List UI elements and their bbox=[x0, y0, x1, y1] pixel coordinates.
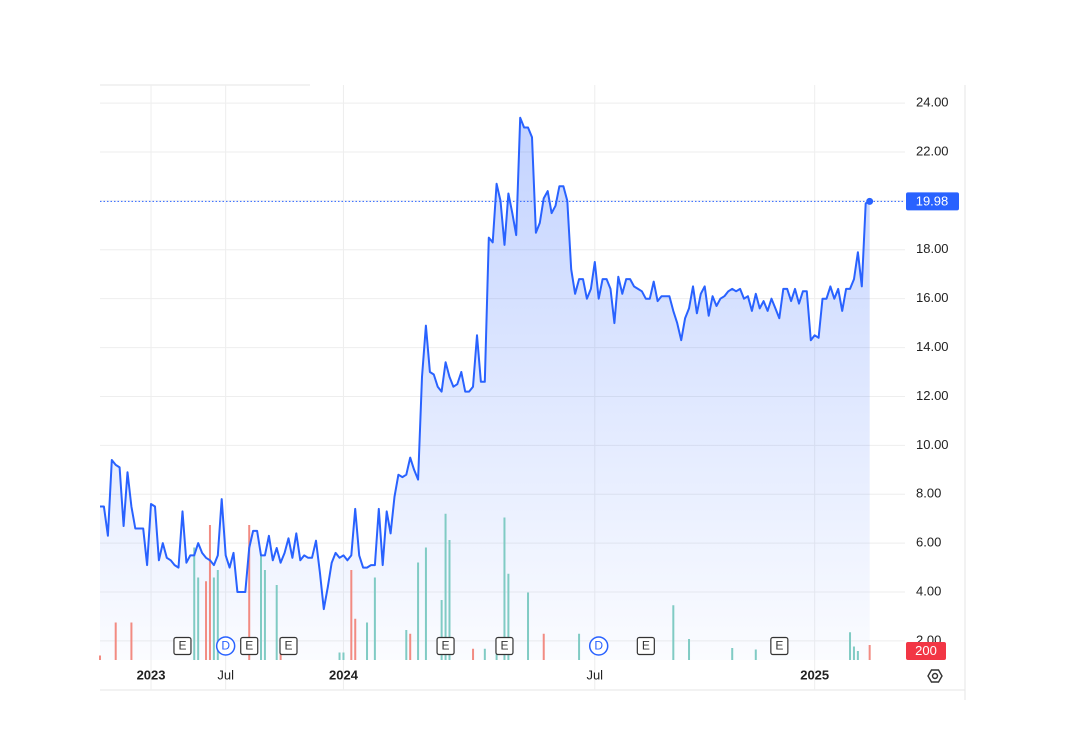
y-tick-label: 24.00 bbox=[916, 95, 949, 110]
event-icon bbox=[279, 636, 298, 656]
x-tick-label: Jul bbox=[586, 667, 603, 682]
y-tick-label: 6.00 bbox=[916, 535, 941, 550]
volume-bar bbox=[542, 633, 545, 660]
x-tick-label: 2025 bbox=[800, 667, 829, 682]
volume-bar bbox=[216, 570, 219, 660]
event-marker[interactable]: E bbox=[279, 636, 298, 656]
volume-label: 200 bbox=[915, 643, 937, 658]
event-icon bbox=[770, 636, 789, 656]
event-marker[interactable]: E bbox=[770, 636, 789, 656]
volume-bar bbox=[444, 513, 447, 660]
volume-bar bbox=[868, 645, 871, 660]
volume-bar bbox=[849, 632, 852, 660]
x-tick-label: Jul bbox=[217, 667, 234, 682]
volume-bar bbox=[205, 581, 208, 660]
event-icon bbox=[173, 636, 192, 656]
event-marker[interactable]: E bbox=[436, 636, 455, 656]
volume-bar bbox=[424, 547, 427, 660]
volume-bar bbox=[503, 517, 506, 660]
event-label: D bbox=[221, 639, 230, 653]
event-icon bbox=[495, 636, 514, 656]
event-marker[interactable]: E bbox=[495, 636, 514, 656]
volume-bar bbox=[208, 525, 211, 660]
volume-bar bbox=[130, 622, 133, 660]
volume-bar bbox=[448, 540, 451, 660]
event-icon bbox=[436, 636, 455, 656]
volume-bar bbox=[440, 600, 443, 660]
price-area bbox=[100, 117, 870, 661]
event-marker[interactable]: D bbox=[215, 636, 236, 656]
volume-bar bbox=[852, 646, 855, 660]
volume-bar bbox=[856, 651, 859, 660]
volume-bar bbox=[193, 547, 196, 660]
last-price-label: 19.98 bbox=[916, 193, 949, 208]
event-icon bbox=[215, 636, 236, 656]
volume-bar bbox=[338, 652, 341, 660]
x-tick-label: 2024 bbox=[329, 667, 359, 682]
volume-bar bbox=[578, 633, 581, 660]
price-line bbox=[100, 116, 871, 611]
event-icon bbox=[588, 636, 609, 656]
x-tick-label: 2023 bbox=[137, 667, 166, 682]
settings-icon[interactable] bbox=[927, 669, 943, 683]
volume-bar bbox=[99, 655, 101, 660]
last-price-badge bbox=[906, 192, 959, 211]
y-tick-label: 18.00 bbox=[916, 241, 949, 256]
y-tick-label: 4.00 bbox=[916, 583, 941, 598]
volume-bar bbox=[417, 562, 420, 660]
y-tick-label: 10.00 bbox=[916, 437, 949, 452]
volume-bar bbox=[350, 570, 353, 660]
volume-bar bbox=[688, 639, 691, 660]
event-icon bbox=[636, 636, 655, 656]
event-marker[interactable]: D bbox=[588, 636, 609, 656]
volume-bar bbox=[212, 577, 215, 660]
event-label: E bbox=[284, 639, 292, 653]
y-tick-label: 14.00 bbox=[916, 339, 949, 354]
event-marker[interactable]: E bbox=[173, 636, 192, 656]
volume-bar bbox=[373, 577, 376, 660]
y-tick-label: 22.00 bbox=[916, 143, 949, 158]
volume-bar bbox=[260, 555, 262, 660]
volume-bar bbox=[672, 605, 675, 660]
volume-bar bbox=[342, 652, 345, 660]
volume-bar bbox=[366, 622, 369, 660]
volume-bar bbox=[275, 585, 278, 660]
volume-bar bbox=[507, 573, 510, 660]
volume-bar bbox=[354, 618, 357, 660]
volume-bar bbox=[472, 648, 475, 660]
y-tick-label: 16.00 bbox=[916, 290, 949, 305]
volume-bar bbox=[483, 648, 486, 660]
last-price-dot bbox=[866, 197, 874, 205]
event-icon bbox=[240, 636, 259, 656]
volume-bar bbox=[197, 577, 200, 660]
volume-bar bbox=[248, 525, 251, 660]
y-tick-label: 8.00 bbox=[916, 486, 941, 501]
event-label: E bbox=[775, 639, 783, 653]
event-label: E bbox=[442, 639, 450, 653]
volume-bar bbox=[405, 630, 408, 660]
volume-bar bbox=[409, 633, 412, 660]
event-label: E bbox=[500, 639, 508, 653]
event-marker[interactable]: E bbox=[636, 636, 655, 656]
event-label: D bbox=[594, 639, 603, 653]
event-marker[interactable]: E bbox=[240, 636, 259, 656]
event-label: E bbox=[642, 639, 650, 653]
event-label: E bbox=[178, 639, 186, 653]
settings-hex bbox=[927, 669, 943, 683]
volume-bar bbox=[527, 592, 530, 660]
volume-bar bbox=[754, 649, 757, 660]
volume-bar bbox=[114, 622, 117, 660]
volume-badge bbox=[906, 642, 946, 660]
settings-dot bbox=[931, 672, 939, 680]
event-label: E bbox=[245, 639, 253, 653]
y-tick-label: 12.00 bbox=[916, 388, 949, 403]
volume-bar bbox=[731, 648, 734, 660]
volume-bar bbox=[263, 570, 266, 660]
